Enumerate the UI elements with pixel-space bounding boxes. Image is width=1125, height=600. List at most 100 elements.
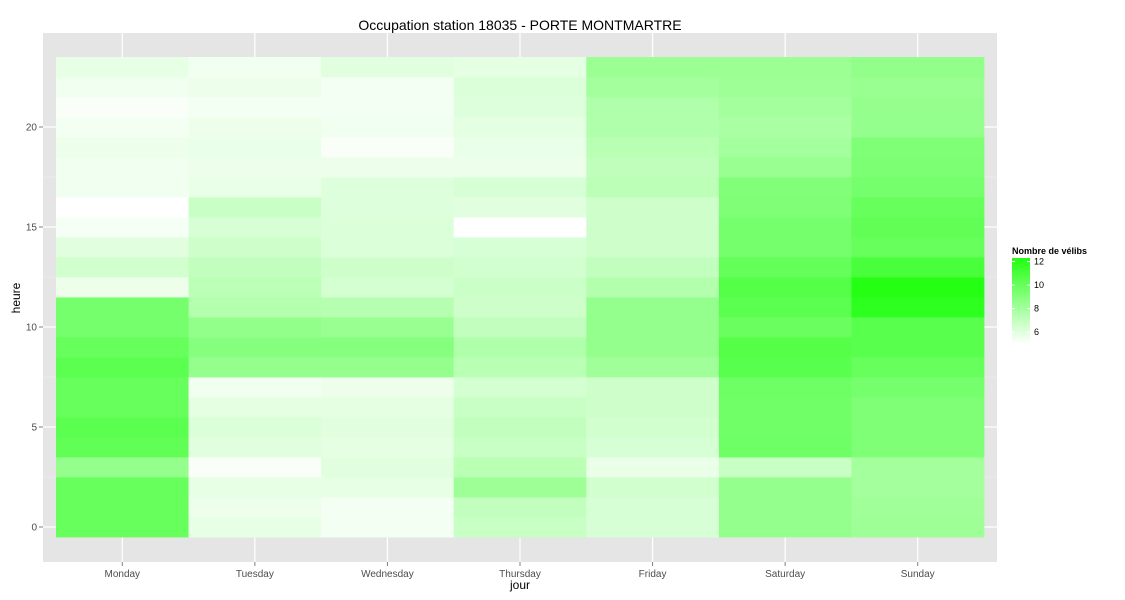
heatmap-cell	[586, 177, 720, 198]
heatmap-cell	[321, 297, 455, 318]
heatmap-cell	[453, 437, 587, 458]
heatmap-cell	[453, 237, 587, 258]
heatmap-cell	[718, 517, 852, 538]
heatmap-cell	[718, 57, 852, 78]
heatmap-cell	[56, 97, 189, 118]
heatmap-cell	[321, 177, 455, 198]
heatmap-cell	[56, 317, 189, 338]
heatmap-cell	[188, 457, 322, 478]
heatmap-cell	[321, 277, 455, 298]
heatmap-cell	[321, 257, 455, 278]
heatmap-cell	[56, 297, 189, 318]
heatmap-cell	[851, 197, 985, 218]
heatmap-cell	[188, 417, 322, 438]
x-tick-label: Wednesday	[361, 569, 414, 580]
heatmap-cell	[586, 77, 720, 98]
heatmap-cell	[321, 517, 455, 538]
y-tick-label: 10	[26, 323, 38, 334]
heatmap-cell	[56, 157, 189, 178]
heatmap-cell	[851, 477, 985, 498]
heatmap-cell	[56, 257, 189, 278]
heatmap-cell	[851, 57, 985, 78]
heatmap-cell	[718, 417, 852, 438]
heatmap-cell	[321, 397, 455, 418]
heatmap-cell	[586, 357, 720, 378]
heatmap-cell	[851, 297, 985, 318]
heatmap-cell	[718, 97, 852, 118]
heatmap-cell	[851, 117, 985, 138]
heatmap-cell	[851, 377, 985, 398]
legend-tick-label: 12	[1034, 257, 1044, 267]
y-tick-label: 15	[26, 223, 38, 234]
heatmap-cell	[56, 197, 189, 218]
heatmap-cell	[188, 317, 322, 338]
heatmap-cell	[586, 477, 720, 498]
heatmap-cell	[321, 437, 455, 458]
heatmap-cell	[321, 337, 455, 358]
heatmap-cell	[851, 397, 985, 418]
heatmap-cell	[56, 217, 189, 238]
heatmap-cell	[321, 497, 455, 518]
heatmap-cell	[851, 457, 985, 478]
y-tick-label: 0	[31, 523, 37, 534]
heatmap-cell	[586, 157, 720, 178]
heatmap-cell	[851, 277, 985, 298]
x-tick-label: Tuesday	[236, 569, 274, 580]
heatmap-cell	[321, 357, 455, 378]
heatmap-cell	[56, 137, 189, 158]
heatmap-cell	[321, 457, 455, 478]
heatmap-cell	[453, 157, 587, 178]
heatmap-cell	[586, 117, 720, 138]
legend-ticks: 6 8 10 12	[1012, 257, 1044, 337]
heatmap-cell	[188, 117, 322, 138]
heatmap-cell	[56, 277, 189, 298]
heatmap-cell	[586, 497, 720, 518]
heatmap-cell	[851, 157, 985, 178]
heatmap-cell	[718, 277, 852, 298]
heatmap-cell	[321, 57, 455, 78]
heatmap-cell	[321, 137, 455, 158]
x-tick-label: Sunday	[901, 569, 935, 580]
heatmap-cell	[718, 397, 852, 418]
heatmap-cell	[586, 297, 720, 318]
heatmap-cell	[188, 137, 322, 158]
heatmap-cell	[453, 137, 587, 158]
heatmap-cell	[453, 57, 587, 78]
heatmap-cell	[718, 77, 852, 98]
heatmap-cell	[188, 297, 322, 318]
heatmap-cell	[453, 177, 587, 198]
heatmap-cell	[321, 217, 455, 238]
heatmap-cell	[718, 457, 852, 478]
heatmap-cell	[718, 337, 852, 358]
heatmap-cell	[453, 257, 587, 278]
heatmap-cell	[321, 117, 455, 138]
y-axis-title: heure	[9, 282, 23, 313]
heatmap-cell	[56, 437, 189, 458]
heatmap-cell	[56, 457, 189, 478]
heatmap-cell	[188, 157, 322, 178]
heatmap-cell	[453, 337, 587, 358]
heatmap-cell	[718, 377, 852, 398]
heatmap-cell	[188, 237, 322, 258]
heatmap-cell	[56, 177, 189, 198]
heatmap-cell	[586, 57, 720, 78]
heatmap-cell	[586, 397, 720, 418]
heatmap-cell	[321, 157, 455, 178]
heatmap-cell	[56, 517, 189, 538]
heatmap-cell	[851, 357, 985, 378]
x-tick-label: Saturday	[765, 569, 805, 580]
heatmap-cell	[453, 277, 587, 298]
heatmap-cell	[851, 337, 985, 358]
heatmap-cell	[851, 97, 985, 118]
heatmap-cell	[321, 477, 455, 498]
heatmap-cell	[453, 517, 587, 538]
heatmap-cell	[718, 117, 852, 138]
x-tick-label: Thursday	[499, 569, 541, 580]
heatmap-cell	[321, 97, 455, 118]
heatmap-cell	[453, 477, 587, 498]
heatmap-cell	[188, 437, 322, 458]
heatmap-cell	[188, 197, 322, 218]
y-axis-ticks: 0 5 10 15 20	[26, 123, 43, 534]
heatmap-cell	[56, 337, 189, 358]
legend-title: Nombre de vélibs	[1012, 246, 1087, 256]
